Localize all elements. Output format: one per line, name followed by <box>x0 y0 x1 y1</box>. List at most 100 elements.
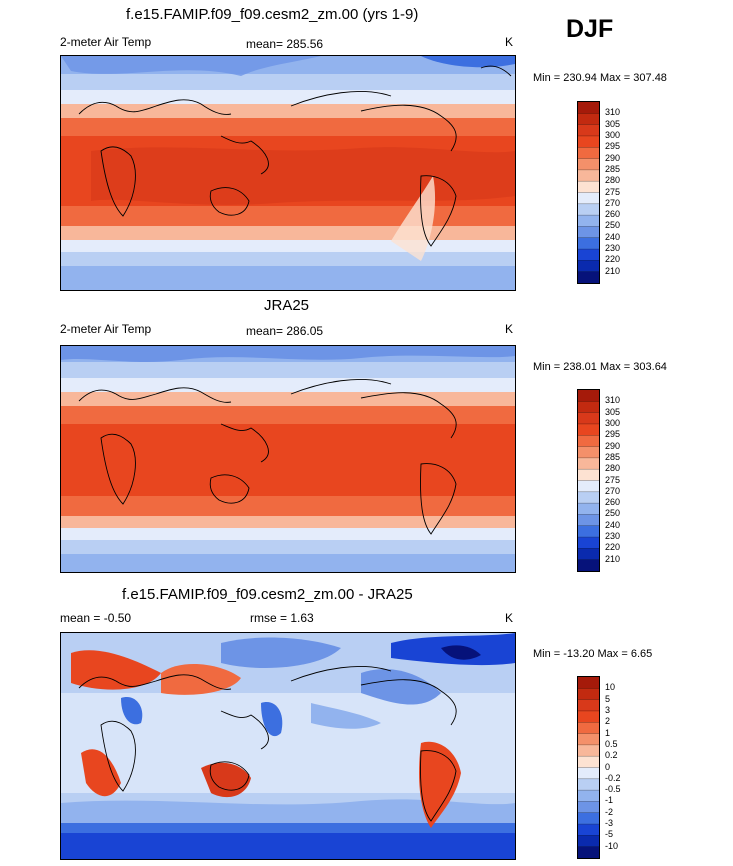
panel-1-colorbar-swatches <box>578 102 599 283</box>
colorbar-swatch <box>578 469 599 481</box>
colorbar-tick-label: 240 <box>605 519 621 530</box>
colorbar-tick-label: 2 <box>605 716 611 727</box>
colorbar-tick-label: 3 <box>605 704 611 715</box>
colorbar-tick-label: 310 <box>605 395 621 406</box>
colorbar-swatch <box>578 756 599 768</box>
colorbar-tick-label: -1 <box>605 795 614 806</box>
colorbar-swatch <box>578 169 599 182</box>
panel-3-units-label: K <box>505 611 514 625</box>
colorbar-tick-label: 0.5 <box>605 738 618 749</box>
colorbar-swatch <box>578 401 599 413</box>
panel-1-title: f.e15.FAMIP.f09_f09.cesm2_zm.00 (yrs 1-9… <box>126 6 419 23</box>
colorbar-swatch <box>578 744 599 757</box>
colorbar-swatch <box>578 147 599 159</box>
colorbar-swatch <box>578 835 599 847</box>
colorbar-tick-label: 250 <box>605 508 621 519</box>
colorbar-tick-label: 1 <box>605 727 611 738</box>
colorbar-tick-label: 290 <box>605 440 621 451</box>
colorbar-swatch <box>578 778 599 791</box>
panel-2-map <box>60 345 516 573</box>
panel-2-minmax: Min = 238.01 Max = 303.64 <box>533 361 667 373</box>
colorbar-tick-label: 230 <box>605 531 621 542</box>
colorbar-swatch <box>578 733 599 746</box>
colorbar-tick-label: 240 <box>605 231 621 242</box>
colorbar-tick-label: 220 <box>605 542 621 553</box>
colorbar-tick-label: -10 <box>605 840 619 851</box>
colorbar-swatch <box>578 525 599 538</box>
colorbar-tick-label: 300 <box>605 129 621 140</box>
colorbar-swatch <box>578 226 599 238</box>
colorbar-tick-label: 275 <box>605 186 621 197</box>
colorbar-tick-label: 280 <box>605 463 621 474</box>
colorbar-tick-label: 260 <box>605 497 621 508</box>
colorbar-swatch <box>578 412 599 425</box>
colorbar-swatch <box>578 249 599 261</box>
colorbar-swatch <box>578 192 599 205</box>
colorbar-tick-label: 10 <box>605 682 616 693</box>
colorbar-swatch <box>578 102 599 114</box>
colorbar-swatch <box>578 124 599 137</box>
colorbar-tick-label: -5 <box>605 829 614 840</box>
colorbar-swatch <box>578 812 599 825</box>
panel-1-map <box>60 55 516 291</box>
panel-1-mean-label: mean= 285.56 <box>246 37 324 51</box>
colorbar-tick-label: 270 <box>605 485 621 496</box>
colorbar-tick-label: 260 <box>605 209 621 220</box>
season-label: DJF <box>566 15 614 43</box>
colorbar-swatch <box>578 846 599 858</box>
colorbar-swatch <box>578 135 599 148</box>
panel-3-title: f.e15.FAMIP.f09_f09.cesm2_zm.00 - JRA25 <box>122 586 413 603</box>
colorbar-tick-label: 295 <box>605 141 621 152</box>
panel-1-colorbar <box>577 101 600 284</box>
panel-1-units-label: K <box>505 35 514 49</box>
colorbar-tick-label: 270 <box>605 197 621 208</box>
colorbar-swatch <box>578 113 599 125</box>
colorbar-swatch <box>578 790 599 802</box>
colorbar-swatch <box>578 710 599 723</box>
colorbar-tick-label: -2 <box>605 806 614 817</box>
panel-3-mean-label: mean = -0.50 <box>60 611 132 625</box>
colorbar-tick-label: 0 <box>605 761 611 772</box>
colorbar-tick-label: 305 <box>605 406 621 417</box>
panel-2-variable-label: 2-meter Air Temp <box>60 322 152 336</box>
colorbar-swatch <box>578 503 599 515</box>
panel-3-map <box>60 632 516 860</box>
colorbar-swatch <box>578 260 599 272</box>
colorbar-swatch <box>578 491 599 504</box>
colorbar-swatch <box>578 480 599 493</box>
colorbar-swatch <box>578 722 599 734</box>
colorbar-tick-label: 250 <box>605 220 621 231</box>
panel-3-rmse-label: rmse = 1.63 <box>250 611 314 625</box>
colorbar-swatch <box>578 446 599 459</box>
colorbar-tick-label: 310 <box>605 107 621 118</box>
colorbar-swatch <box>578 423 599 436</box>
panel-2-units-label: K <box>505 322 514 336</box>
panel-2-colorbar <box>577 389 600 572</box>
colorbar-tick-label: 285 <box>605 451 621 462</box>
colorbar-tick-label: 280 <box>605 175 621 186</box>
colorbar-swatch <box>578 801 599 813</box>
colorbar-tick-label: -0.2 <box>605 772 621 783</box>
colorbar-tick-label: 210 <box>605 265 621 276</box>
colorbar-swatch <box>578 548 599 560</box>
panel-3-colorbar <box>577 676 600 859</box>
colorbar-tick-label: 220 <box>605 254 621 265</box>
colorbar-swatch <box>578 559 599 571</box>
colorbar-swatch <box>578 457 599 470</box>
colorbar-swatch <box>578 158 599 171</box>
colorbar-swatch <box>578 237 599 250</box>
panel-2-title: JRA25 <box>264 297 310 314</box>
panel-1-variable-label: 2-meter Air Temp <box>60 35 152 49</box>
colorbar-tick-label: -3 <box>605 818 614 829</box>
colorbar-swatch <box>578 215 599 227</box>
colorbar-swatch <box>578 767 599 780</box>
colorbar-swatch <box>578 537 599 549</box>
colorbar-tick-label: 230 <box>605 243 621 254</box>
colorbar-tick-label: 210 <box>605 553 621 564</box>
colorbar-tick-label: 275 <box>605 474 621 485</box>
colorbar-tick-label: 305 <box>605 118 621 129</box>
colorbar-tick-label: 285 <box>605 163 621 174</box>
colorbar-swatch <box>578 390 599 402</box>
panel-3-minmax: Min = -13.20 Max = 6.65 <box>533 648 653 660</box>
colorbar-swatch <box>578 699 599 712</box>
